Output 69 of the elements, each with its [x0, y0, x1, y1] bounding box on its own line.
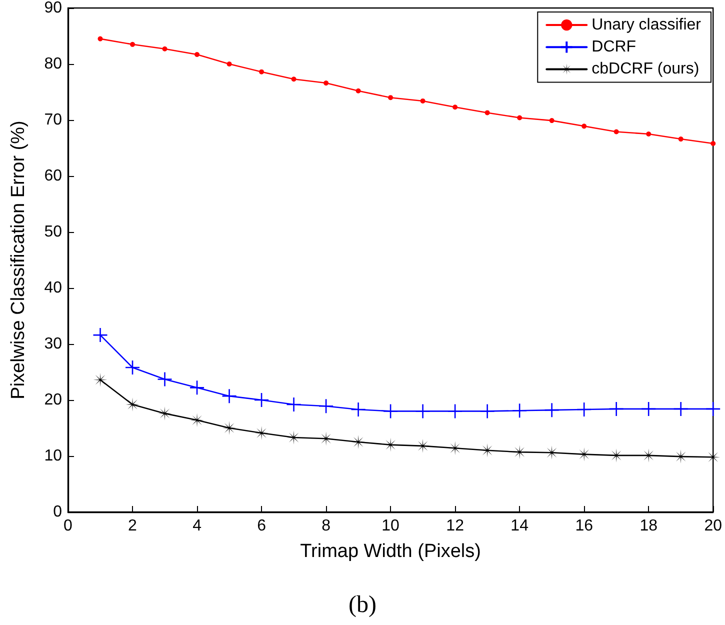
y-tick-label: 20	[44, 392, 62, 408]
point	[259, 69, 264, 74]
point	[92, 327, 108, 343]
point	[356, 88, 361, 94]
point	[582, 124, 587, 129]
point	[254, 392, 270, 408]
x-tick-label: 6	[257, 518, 266, 534]
legend-label: Unary classifier	[592, 16, 702, 34]
point	[382, 404, 398, 419]
point	[254, 426, 269, 440]
legend-label: DCRF	[592, 38, 636, 56]
y-tick-label: 0	[53, 504, 62, 520]
point	[318, 398, 334, 414]
point	[324, 80, 329, 86]
x-tick-label: 14	[510, 518, 529, 534]
point	[93, 372, 108, 387]
point	[222, 388, 237, 404]
point	[124, 360, 140, 376]
y-tick-label: 90	[44, 0, 62, 16]
point	[544, 402, 560, 418]
point	[420, 98, 426, 104]
point	[576, 402, 592, 418]
point	[678, 136, 684, 142]
x-tick-label: 10	[382, 518, 400, 534]
y-tick-label: 70	[44, 112, 62, 128]
point	[512, 402, 528, 418]
x-tick-label: 16	[575, 518, 594, 534]
text: (b)	[348, 592, 376, 618]
x-tick-label: 12	[446, 518, 464, 534]
point	[608, 401, 624, 417]
point	[286, 396, 302, 412]
x-tick-label: 0	[64, 518, 73, 534]
point	[157, 372, 172, 387]
point	[291, 76, 296, 82]
point	[517, 115, 522, 120]
x-tick-label: 2	[128, 518, 138, 534]
y-tick-label: 80	[44, 56, 62, 72]
point	[415, 404, 430, 419]
point	[226, 62, 232, 66]
point	[350, 402, 366, 418]
point	[646, 132, 652, 136]
point	[484, 110, 490, 116]
y-tick-label: 40	[44, 280, 62, 296]
point	[388, 95, 394, 100]
x-tick-label: 18	[640, 518, 658, 534]
point	[452, 104, 458, 110]
point	[194, 52, 200, 57]
point	[480, 404, 495, 419]
point	[640, 401, 656, 417]
point	[189, 380, 205, 396]
x-tick-label: 8	[322, 518, 331, 534]
point	[549, 118, 554, 124]
x-tick-label: 4	[192, 518, 202, 534]
point	[130, 42, 136, 47]
point	[705, 401, 721, 417]
point	[710, 141, 716, 146]
y-tick-label: 50	[44, 224, 62, 240]
y-tick-label: 10	[44, 448, 62, 464]
point	[673, 401, 688, 417]
x-tick-label: 20	[704, 518, 722, 534]
point	[162, 46, 168, 52]
x-axis-title: Trimap Width (Pixels)	[300, 541, 481, 562]
point	[614, 129, 619, 134]
y-tick-label: 30	[44, 336, 62, 352]
y-tick-label: 60	[44, 168, 62, 184]
y-axis-title: Pixelwise Classification Error (%)	[8, 120, 29, 400]
point	[98, 36, 103, 42]
point	[447, 404, 463, 419]
legend-label: cbDCRF (ours)	[592, 60, 700, 78]
